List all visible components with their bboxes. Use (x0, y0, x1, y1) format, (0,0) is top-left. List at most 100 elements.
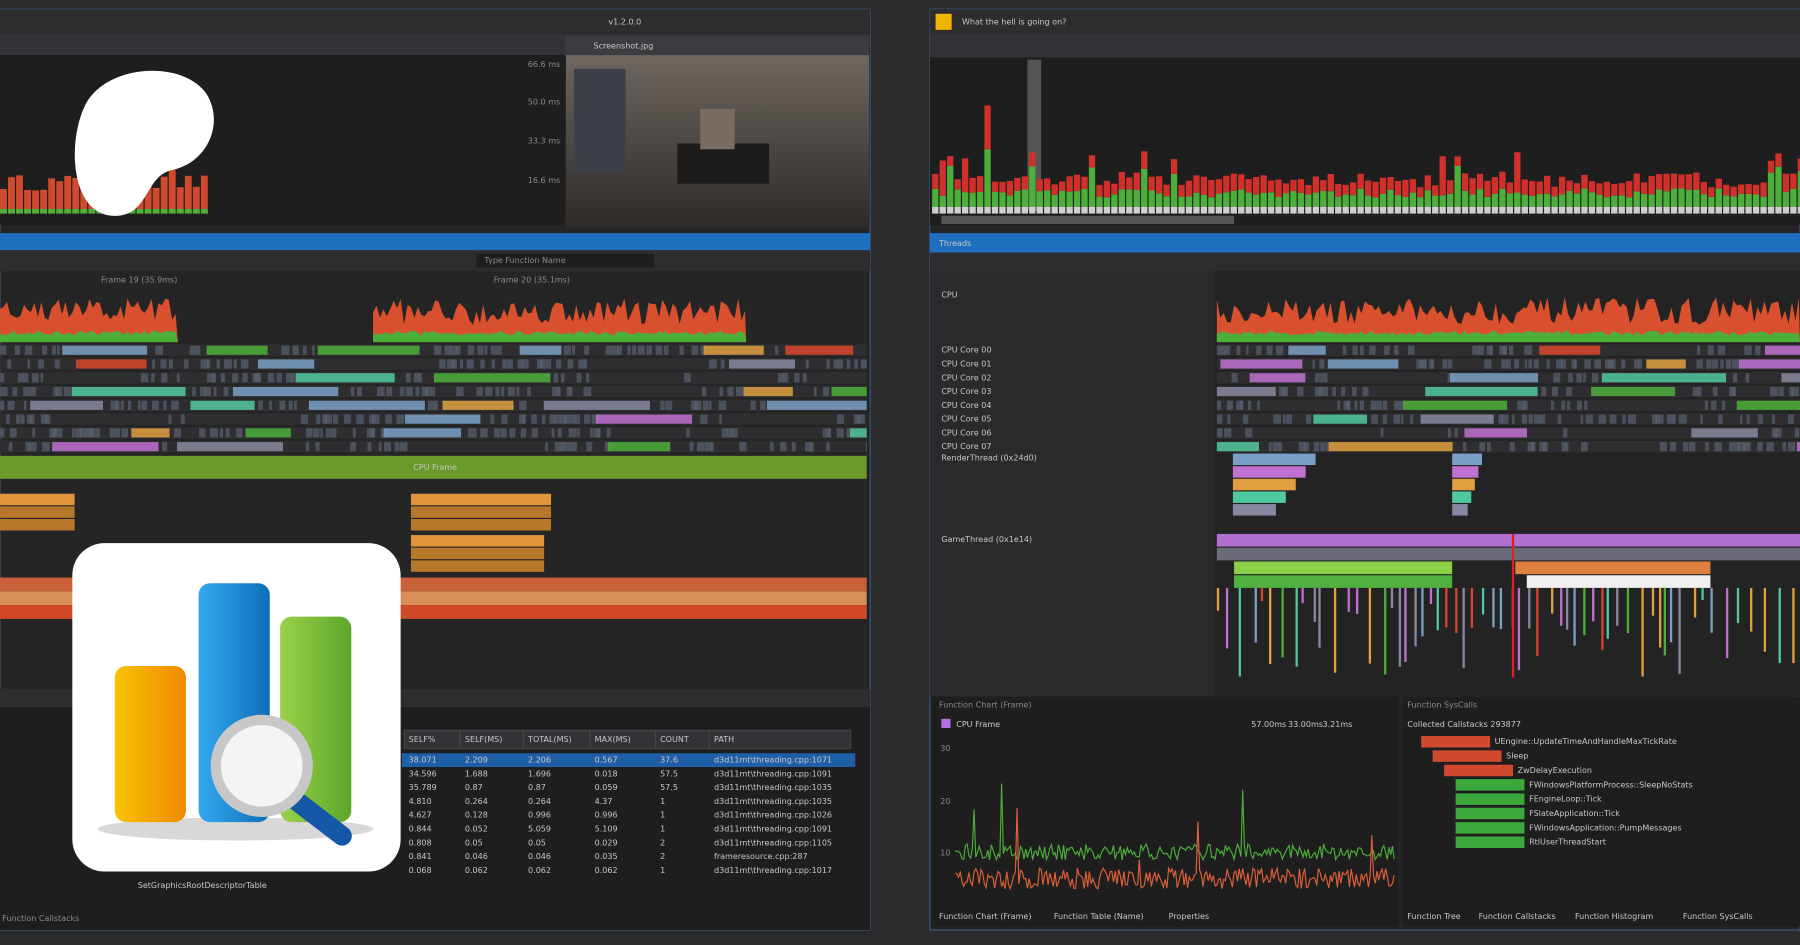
table-cell: 2 (660, 852, 665, 861)
thread-block (1795, 428, 1799, 437)
thread-block (485, 346, 488, 355)
thread-block (459, 387, 464, 396)
thread-block (195, 346, 201, 355)
tab[interactable]: Function Callstacks (1479, 912, 1556, 921)
tab[interactable]: Function Chart (Frame) (939, 912, 1031, 921)
tab[interactable]: Function SysCalls (1683, 912, 1753, 921)
thread-block (597, 428, 601, 437)
frame-bar-part (1231, 191, 1237, 207)
thread-block (425, 387, 428, 396)
thread-block (1659, 415, 1663, 424)
table-cell: d3d11mt\threading.cpp:1026 (714, 811, 832, 820)
frame-bar-part (1171, 207, 1177, 214)
tab[interactable]: Properties (1169, 912, 1210, 921)
tab[interactable]: Function Tree (1407, 912, 1460, 921)
thread-block (1522, 415, 1527, 424)
frame-bar-part (1156, 207, 1162, 214)
frame-bar-part (1619, 195, 1625, 206)
call-block (1500, 588, 1502, 629)
thread-block (586, 442, 592, 451)
frame-bar-part (1074, 207, 1080, 214)
tab[interactable]: Function Histogram (1575, 912, 1653, 921)
frame-bar-part (1208, 180, 1214, 197)
thread-block (190, 346, 196, 355)
thread-block (428, 401, 436, 410)
thread-block (1319, 359, 1324, 368)
thread-block (456, 387, 459, 396)
frame-bar-part (932, 174, 938, 189)
frame-bar-part (1723, 185, 1729, 196)
thread-block (606, 346, 612, 355)
frame-bar-part (48, 209, 55, 214)
thread-block (736, 387, 743, 396)
frame-bar-part (977, 192, 983, 207)
table-cell: 2.209 (465, 756, 488, 765)
frame-bar-part (1671, 174, 1677, 189)
thread-block (792, 442, 796, 451)
frame-bar-part (1745, 194, 1751, 207)
frame-bar-part (1246, 179, 1252, 192)
thread-block (384, 442, 391, 451)
thread-block (214, 387, 217, 396)
frame-bar-part (1686, 190, 1692, 207)
frame-bar-part (977, 207, 983, 214)
thread-block (1775, 428, 1782, 437)
tab[interactable]: Function Callstacks (2, 914, 79, 923)
call-block (1455, 588, 1457, 633)
thread-block (1720, 359, 1723, 368)
thread-block (400, 387, 405, 396)
frame-bar-part (1440, 156, 1446, 195)
thread-block (1227, 401, 1233, 410)
thread-block (210, 428, 218, 437)
tab[interactable]: Function Table (Name) (1054, 912, 1144, 921)
frame-bar-part (1775, 153, 1781, 166)
thread-block (318, 346, 420, 355)
thread-block (1670, 442, 1676, 451)
thread-block (1245, 428, 1252, 437)
frame-bar-part (1678, 189, 1684, 207)
frame-bar-part (1298, 193, 1304, 207)
frame-label: Frame 19 (35.9ms) (101, 276, 177, 285)
frame-bar-part (1477, 174, 1483, 189)
call-block (1296, 588, 1298, 667)
frame-bar-part (1387, 177, 1393, 190)
table-cell: 1 (660, 866, 665, 875)
thread-block (141, 373, 148, 382)
thread-block (1352, 387, 1357, 396)
frame-bar-part (1141, 151, 1147, 168)
thread-block (632, 346, 636, 355)
callstack-bar (1433, 750, 1502, 761)
thread-block (660, 401, 664, 410)
thread-block (439, 359, 445, 368)
thread-block (1363, 387, 1369, 396)
frame-bar-part (1007, 207, 1013, 214)
frame-bar-part (1119, 189, 1125, 206)
frame-bar-part (1059, 191, 1065, 207)
table-cell: 0.068 (409, 866, 432, 875)
frame-bar-part (1201, 177, 1207, 195)
thread-block (501, 428, 507, 437)
thread-block (220, 428, 223, 437)
frame-bar-part (1372, 182, 1378, 198)
search-placeholder: Type Function Name (483, 256, 565, 265)
thread-block (1443, 359, 1448, 368)
thread-block (574, 415, 580, 424)
thread-block (451, 359, 457, 368)
frame-bar-part (1507, 193, 1513, 206)
panel-header (930, 233, 1800, 253)
thread-block (1718, 415, 1723, 424)
frame-bar-part (1559, 177, 1565, 195)
frame-bar-part (1544, 207, 1550, 214)
thread-block (554, 415, 560, 424)
frame-bar-part (1544, 194, 1550, 207)
thread-block (1381, 428, 1384, 437)
frame-bar-part (1104, 207, 1110, 214)
frame-bar-part (1574, 183, 1580, 193)
thread-block (1227, 415, 1230, 424)
call-block (411, 494, 551, 505)
thread-block (665, 401, 672, 410)
scrollbar[interactable] (941, 216, 1234, 224)
frame-bar-part (1454, 207, 1460, 214)
thread-block (1542, 387, 1547, 396)
table-cell: d3d11mt\threading.cpp:1017 (714, 866, 832, 875)
